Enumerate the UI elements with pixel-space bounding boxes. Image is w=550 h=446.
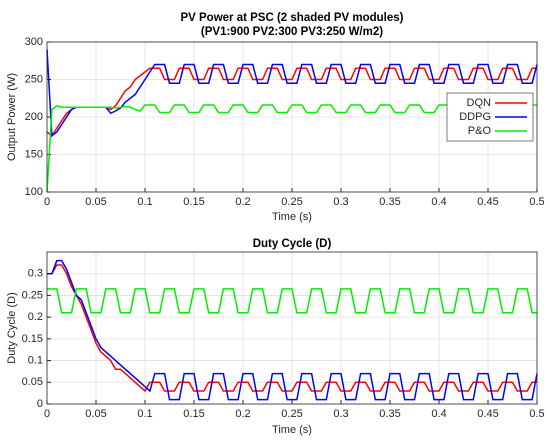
x-tick-label: 0.3 [333,196,348,208]
chart-title: Duty Cycle (D) [253,238,332,250]
x-tick-label: 0.25 [281,196,302,208]
y-tick-label: 0.25 [22,289,43,301]
y-tick-label: 0.3 [28,268,43,280]
y-tick-label: 150 [25,148,43,160]
y-tick-label: 0 [37,398,43,410]
x-tick-label: 0.2 [235,408,250,420]
x-tick-label: 0.15 [183,408,204,420]
legend-label: DDPG [459,111,491,123]
x-tick-label: 0 [44,196,50,208]
legend-label: DQN [467,97,492,109]
y-tick-label: 0.2 [28,311,43,323]
x-tick-label: 0.5 [529,408,544,420]
x-tick-label: 0.35 [379,196,400,208]
x-axis-label: Time (s) [272,211,312,223]
x-tick-label: 0.05 [85,408,106,420]
y-tick-label: 100 [25,186,43,198]
y-tick-label: 0.05 [22,376,43,388]
x-tick-label: 0.05 [85,196,106,208]
y-axis-label: Output Power (W) [6,73,18,161]
series-line [46,67,537,137]
x-tick-label: 0.2 [235,196,250,208]
series-line [46,49,538,138]
y-tick-label: 0.1 [28,354,43,366]
x-tick-label: 0.25 [281,408,302,420]
x-tick-label: 0.4 [431,408,446,420]
axes-frame [46,41,538,193]
x-axis-label: Time (s) [272,424,312,436]
x-tick-label: 0.3 [333,408,348,420]
y-tick-label: 0.15 [22,333,43,345]
chart-subtitle: (PV1:900 PV2:300 PV3:250 W/m2) [201,26,383,38]
y-tick-label: 300 [25,36,43,48]
chart-title: PV Power at PSC (2 shaded PV modules) [180,12,403,24]
axes-frame [46,251,538,405]
series-line [47,259,538,401]
series-line [47,288,537,314]
legend-label: P&O [468,125,492,137]
x-tick-label: 0.35 [379,408,400,420]
y-tick-label: 200 [25,111,43,123]
x-tick-label: 0.1 [137,408,152,420]
x-tick-label: 0.45 [477,408,498,420]
x-tick-label: 0.4 [431,196,446,208]
y-tick-label: 250 [25,73,43,85]
x-tick-label: 0.1 [137,196,152,208]
series-line [47,264,537,393]
x-tick-label: 0.5 [529,196,544,208]
x-tick-label: 0.45 [477,196,498,208]
x-tick-label: 0.15 [183,196,204,208]
y-axis-label: Duty Cycle (D) [6,292,18,364]
x-tick-label: 0 [44,408,50,420]
